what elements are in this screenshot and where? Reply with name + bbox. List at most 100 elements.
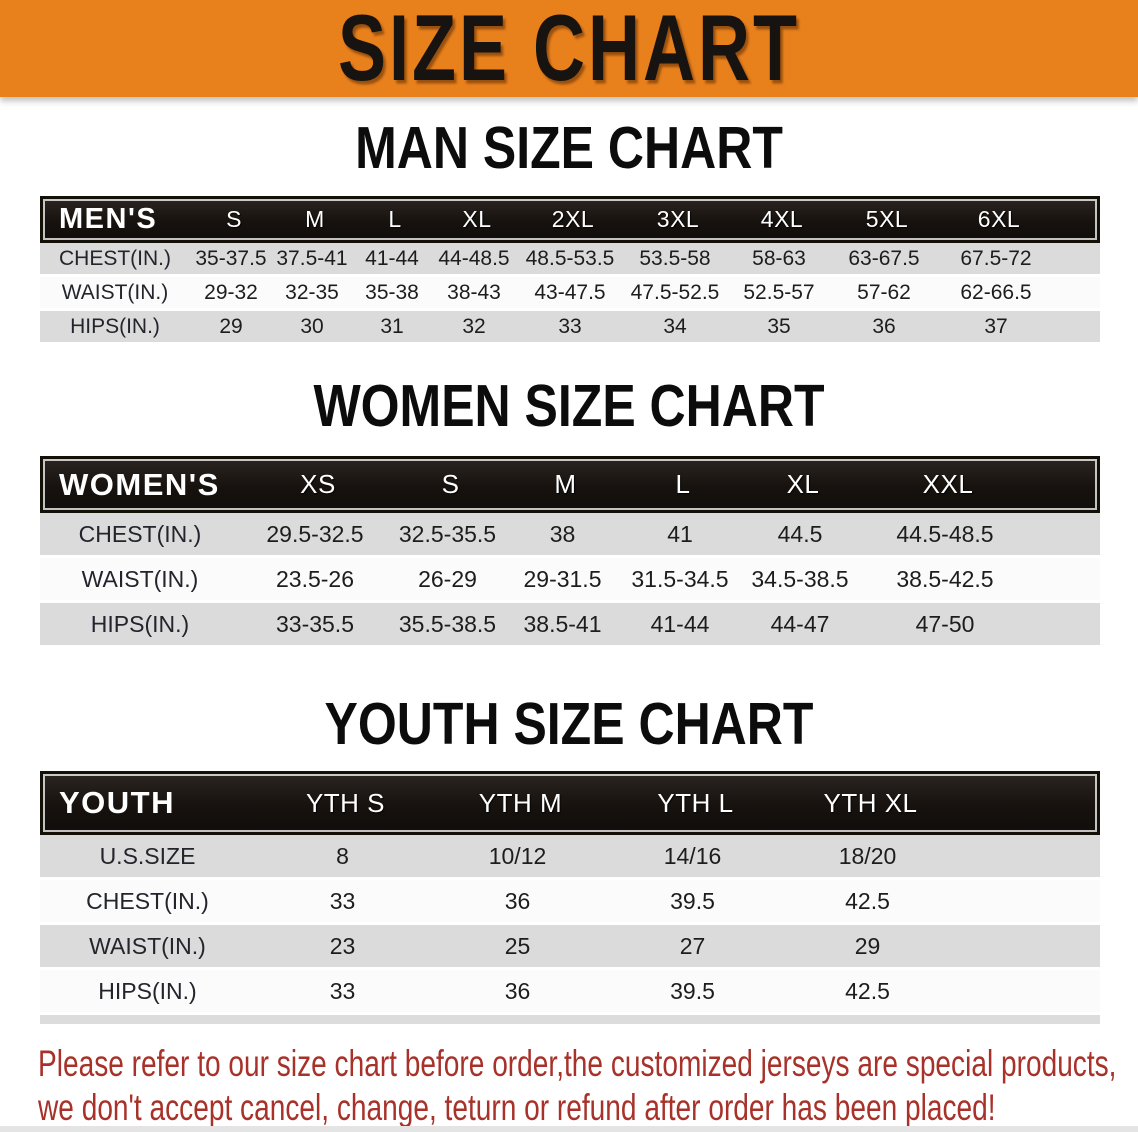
row-label: WAIST(IN.) [61, 280, 169, 304]
cell-value: 47.5-52.5 [630, 280, 720, 304]
cell-value: 41-44 [365, 246, 419, 270]
column-header: YTH L [657, 787, 734, 818]
cell-value: 26-29 [418, 565, 477, 592]
cell-value: 41 [667, 520, 693, 547]
cell-value: 29.5-32.5 [266, 520, 364, 547]
banner: SIZE CHART [0, 0, 1138, 101]
row-label: WAIST(IN.) [81, 565, 199, 592]
row-label: WAIST(IN.) [89, 932, 206, 959]
table-header-row: MEN'S S M L XL 2XL 3XL 4XL 5XL 6XL [40, 196, 1100, 243]
column-header: YTH S [305, 787, 386, 818]
table-row: HIPS(IN.) 33-35.5 35.5-38.5 38.5-41 41-44 44-… [40, 603, 1100, 648]
cell-value: 41-44 [650, 610, 710, 637]
column-header: XXL [922, 469, 974, 499]
table-header-row: WOMEN'S XS S M L XL XXL [40, 456, 1100, 513]
cell-value: 29 [219, 314, 243, 338]
cell-value: 35-38 [365, 280, 419, 304]
cell-value: 38.5-41 [523, 610, 602, 637]
table-row: CHEST(IN.) 35-37.5 37.5-41 41-44 44-48.5 48.5… [40, 243, 1100, 277]
cell-value: 10/12 [488, 842, 547, 869]
women-size-table: WOMEN'S XS S M L XL XXL CHEST(IN.) 29.5-32.5 32.5… [40, 456, 1100, 648]
cell-value: 42.5 [845, 887, 890, 914]
cell-value: 47-50 [915, 610, 975, 637]
table-row: WAIST(IN.) 29-32 32-35 35-38 38-43 43-47.5 47.… [40, 277, 1100, 311]
banner-title: SIZE CHART [338, 0, 800, 101]
cell-value: 32 [462, 314, 486, 338]
cell-value: 63-67.5 [848, 246, 920, 270]
cell-value: 8 [336, 842, 349, 869]
cell-value: 33 [558, 314, 582, 338]
column-header: L [388, 206, 402, 232]
table-row: CHEST(IN.) 29.5-32.5 32.5-35.5 38 41 44.5 44.5… [40, 513, 1100, 558]
cell-value: 38.5-42.5 [896, 565, 994, 592]
cell-value: 30 [300, 314, 324, 338]
column-header: 3XL [656, 206, 700, 232]
table-header-label: MEN'S [59, 203, 158, 235]
cell-value: 48.5-53.5 [525, 246, 615, 270]
cell-value: 38-43 [447, 280, 501, 304]
section-heading-women: WOMEN SIZE CHART [313, 372, 825, 440]
cell-value: 35.5-38.5 [398, 610, 497, 637]
cell-value: 34 [663, 314, 687, 338]
section-heading-youth: YOUTH SIZE CHART [324, 690, 814, 758]
column-header: M [305, 206, 325, 232]
cell-value: 37.5-41 [276, 246, 348, 270]
cell-value: 29 [854, 932, 881, 959]
column-header: XL [462, 206, 492, 232]
row-label: CHEST(IN.) [78, 520, 202, 547]
cell-value: 53.5-58 [639, 246, 711, 270]
column-header: M [554, 469, 577, 499]
disclaimer: Please refer to our size chart before or… [38, 1042, 1138, 1130]
row-label: U.S.SIZE [99, 842, 196, 869]
cell-value: 29-31.5 [523, 565, 602, 592]
column-header: 4XL [760, 206, 804, 232]
table-header-label: WOMEN'S [59, 466, 220, 502]
cell-value: 36 [504, 887, 531, 914]
row-label: HIPS(IN.) [90, 610, 190, 637]
cell-value: 23.5-26 [275, 565, 354, 592]
cell-value: 39.5 [670, 977, 715, 1004]
cell-value: 36 [872, 314, 896, 338]
table-row: U.S.SIZE 8 10/12 14/16 18/20 [40, 835, 1100, 880]
table-row: WAIST(IN.) 23 25 27 29 [40, 925, 1100, 970]
disclaimer-line-1: Please refer to our size chart before or… [38, 1042, 1117, 1085]
column-header: XS [300, 469, 336, 499]
column-header: XL [786, 469, 820, 499]
cell-value: 44-47 [770, 610, 830, 637]
column-header: 2XL [551, 206, 595, 232]
column-header: 6XL [977, 206, 1021, 232]
cell-value: 36 [504, 977, 531, 1004]
cell-value: 67.5-72 [960, 246, 1032, 270]
section-heading-men: MAN SIZE CHART [355, 114, 783, 182]
disclaimer-line-2: we don't accept cancel, change, teturn o… [38, 1086, 996, 1129]
cell-value: 35 [767, 314, 791, 338]
cell-value: 62-66.5 [960, 280, 1032, 304]
cell-value: 18/20 [838, 842, 897, 869]
cell-value: 27 [679, 932, 706, 959]
cell-value: 58-63 [752, 246, 806, 270]
men-size-table: MEN'S S M L XL 2XL 3XL 4XL 5XL 6XL CHEST(IN.) 35-37… [40, 196, 1100, 345]
section-youth: YOUTH SIZE CHART YOUTH YTH S YTH M YTH L YTH… [0, 695, 1138, 1024]
cell-value: 32.5-35.5 [398, 520, 497, 547]
cell-value: 42.5 [845, 977, 890, 1004]
section-men: MAN SIZE CHART MEN'S S M L XL 2XL 3XL 4XL 5XL 6XL… [0, 119, 1138, 345]
youth-size-table: YOUTH YTH S YTH M YTH L YTH XL U.S.SIZE 8 10/12… [40, 771, 1100, 1024]
cell-value: 34.5-38.5 [751, 565, 849, 592]
cell-value: 33 [329, 977, 356, 1004]
cell-value: 33 [329, 887, 356, 914]
section-women: WOMEN SIZE CHART WOMEN'S XS S M L XL XXL CHEST(… [0, 377, 1138, 648]
cell-value: 38 [549, 520, 576, 547]
cell-value: 43-47.5 [534, 280, 606, 304]
cell-value: 33-35.5 [275, 610, 354, 637]
cell-value: 29-32 [204, 280, 258, 304]
cell-value: 52.5-57 [743, 280, 815, 304]
column-header: YTH XL [823, 787, 918, 818]
column-header: L [675, 469, 691, 499]
column-header: YTH M [478, 787, 563, 818]
row-label: CHEST(IN.) [86, 887, 209, 914]
cell-value: 44.5-48.5 [896, 520, 994, 547]
cell-value: 44.5 [777, 520, 823, 547]
cell-value: 31 [380, 314, 404, 338]
cell-value: 31.5-34.5 [631, 565, 729, 592]
row-label: CHEST(IN.) [59, 246, 171, 270]
